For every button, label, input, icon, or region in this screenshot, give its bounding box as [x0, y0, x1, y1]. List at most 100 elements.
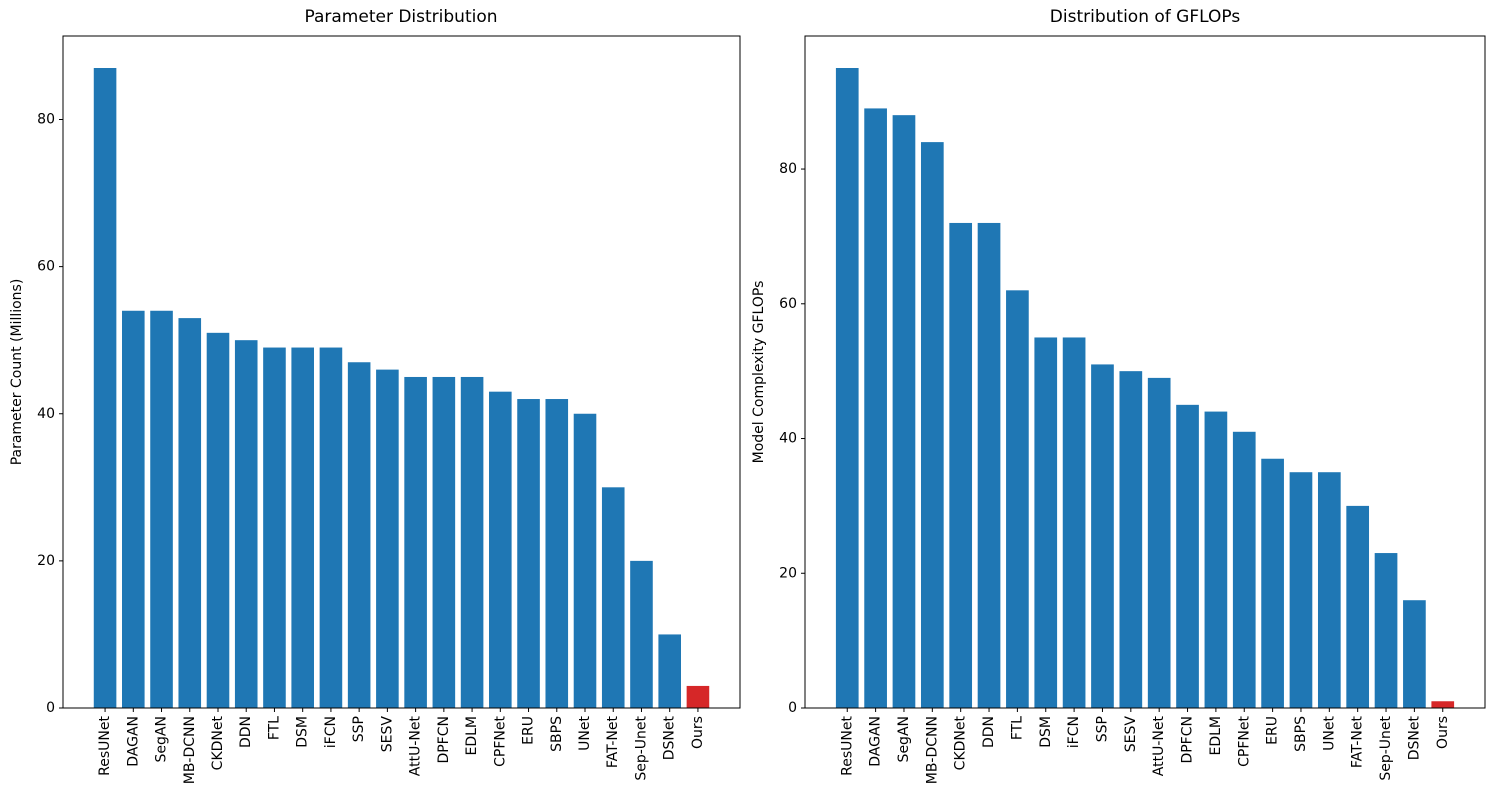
bar-Sep-Unet — [1374, 553, 1398, 708]
x-tick-label-FTL: FTL — [266, 716, 282, 740]
bar-Ours — [686, 685, 710, 708]
bar-SSP — [1091, 364, 1114, 708]
x-tick-label-UNet: UNet — [1321, 715, 1337, 750]
bar-CPFNet — [1232, 431, 1256, 708]
bar-DSM — [291, 347, 314, 708]
bar-EDLM — [1204, 411, 1228, 708]
x-tick-label-SSP: SSP — [351, 716, 367, 742]
bar-CPFNet — [489, 391, 512, 708]
bar-FTL — [263, 347, 286, 708]
bar-DSM — [1034, 337, 1058, 708]
bar-DAGAN — [864, 108, 887, 709]
x-tick-label-DPFCN: DPFCN — [1180, 716, 1196, 764]
x-tick-label-iFCN: iFCN — [323, 716, 339, 748]
x-tick-label-FAT-Net: FAT-Net — [1350, 715, 1366, 768]
chart-1: ResUNet DAGAN SegAN MB-DCNN CKDNet DDN FTL DSM i… — [779, 35, 1486, 784]
y-tick-label-0: 0 — [46, 700, 55, 716]
bar-AttU-Net — [1147, 377, 1171, 708]
bar-AttU-Net — [404, 376, 427, 708]
x-tick-label-DSNet: DSNet — [662, 715, 678, 760]
right-chart-ylabel: Model Complexity GFLOPs — [751, 280, 767, 464]
bar-FTL — [1006, 290, 1029, 708]
x-tick-label-CPFNet: CPFNet — [492, 716, 508, 767]
right-chart-title: Distribution of GFLOPs — [1049, 7, 1241, 27]
bar-EDLM — [460, 376, 484, 708]
bar-DPFCN — [1176, 404, 1199, 708]
x-tick-label-SBPS: SBPS — [1293, 716, 1309, 752]
bar-ERU — [1261, 458, 1284, 708]
x-tick-label-CPFNet: CPFNet — [1236, 716, 1252, 767]
x-tick-label-FAT-Net: FAT-Net — [605, 715, 621, 768]
x-tick-label-SESV: SESV — [1123, 716, 1139, 753]
x-tick-label-SegAN: SegAN — [896, 716, 912, 762]
bar-MB-DCNN — [178, 318, 202, 708]
bar-SSP — [347, 362, 371, 708]
bar-SegAN — [150, 310, 173, 708]
y-tick-label-0: 0 — [788, 700, 797, 716]
bar-ResUNet — [93, 68, 117, 708]
bar-UNet — [573, 413, 597, 708]
bar-FAT-Net — [1346, 505, 1370, 708]
x-tick-label-EDLM: EDLM — [1208, 716, 1224, 756]
bar-SBPS — [1289, 472, 1313, 708]
bar-CKDNet — [949, 222, 973, 708]
y-tick-label-20: 20 — [37, 553, 55, 569]
chart-0: ResUNet DAGAN SegAN MB-DCNN CKDNet DDN FTL DSM i… — [37, 35, 741, 784]
y-tick-label-40: 40 — [37, 406, 55, 422]
x-tick-label-MB-DCNN: MB-DCNN — [924, 716, 940, 784]
x-tick-label-DDN: DDN — [981, 716, 997, 748]
x-tick-label-Sep-Unet: Sep-Unet — [633, 716, 649, 781]
x-tick-label-CKDNet: CKDNet — [953, 715, 969, 770]
x-tick-label-DSM: DSM — [1038, 716, 1054, 748]
bar-DDN — [977, 222, 1001, 708]
left-chart-ylabel: Parameter Count (Millions) — [9, 278, 25, 466]
bar-Ours — [1431, 701, 1455, 708]
x-tick-label-ERU: ERU — [1265, 716, 1281, 745]
x-tick-label-iFCN: iFCN — [1066, 716, 1082, 748]
bar-UNet — [1317, 472, 1341, 708]
x-tick-label-Sep-Unet: Sep-Unet — [1378, 716, 1394, 781]
x-tick-label-CKDNet: CKDNet — [210, 715, 226, 770]
x-tick-label-DDN: DDN — [238, 716, 254, 748]
bar-DSNet — [1403, 600, 1426, 708]
x-tick-label-DPFCN: DPFCN — [436, 716, 452, 764]
x-tick-label-ERU: ERU — [521, 716, 537, 745]
x-tick-label-SBPS: SBPS — [549, 716, 565, 752]
bar-iFCN — [319, 347, 343, 708]
bar-DDN — [234, 340, 258, 708]
x-tick-label-SegAN: SegAN — [154, 716, 170, 762]
x-tick-label-AttU-Net: AttU-Net — [1151, 715, 1167, 776]
y-tick-label-80: 80 — [779, 161, 797, 177]
x-tick-label-ResUNet: ResUNet — [97, 715, 113, 775]
x-tick-label-DSM: DSM — [295, 716, 311, 748]
bar-iFCN — [1062, 337, 1086, 708]
bar-Sep-Unet — [630, 560, 653, 708]
x-tick-label-UNet: UNet — [577, 715, 593, 750]
bar-DSNet — [658, 634, 681, 708]
bar-ERU — [517, 399, 540, 708]
x-tick-label-EDLM: EDLM — [464, 716, 480, 756]
bar-SESV — [376, 369, 399, 708]
x-tick-label-Ours: Ours — [1435, 716, 1451, 749]
x-tick-label-SSP: SSP — [1094, 716, 1110, 742]
y-tick-label-40: 40 — [779, 431, 797, 447]
x-tick-label-SESV: SESV — [379, 716, 395, 753]
y-tick-label-20: 20 — [779, 565, 797, 581]
y-tick-label-60: 60 — [779, 296, 797, 312]
x-tick-label-DSNet: DSNet — [1406, 715, 1422, 760]
bar-DPFCN — [432, 376, 456, 708]
bar-FAT-Net — [601, 487, 625, 708]
y-tick-label-80: 80 — [37, 111, 55, 127]
bar-CKDNet — [206, 332, 230, 708]
x-tick-label-ResUNet: ResUNet — [839, 715, 855, 775]
plot-border-1 — [804, 35, 1486, 709]
x-tick-label-AttU-Net: AttU-Net — [408, 715, 424, 776]
bar-MB-DCNN — [920, 142, 944, 709]
x-tick-label-FTL: FTL — [1009, 716, 1025, 740]
left-chart-title: Parameter Distribution — [304, 7, 498, 27]
bar-SegAN — [892, 115, 916, 708]
plot-border-0 — [62, 35, 741, 709]
bar-ResUNet — [835, 68, 859, 708]
